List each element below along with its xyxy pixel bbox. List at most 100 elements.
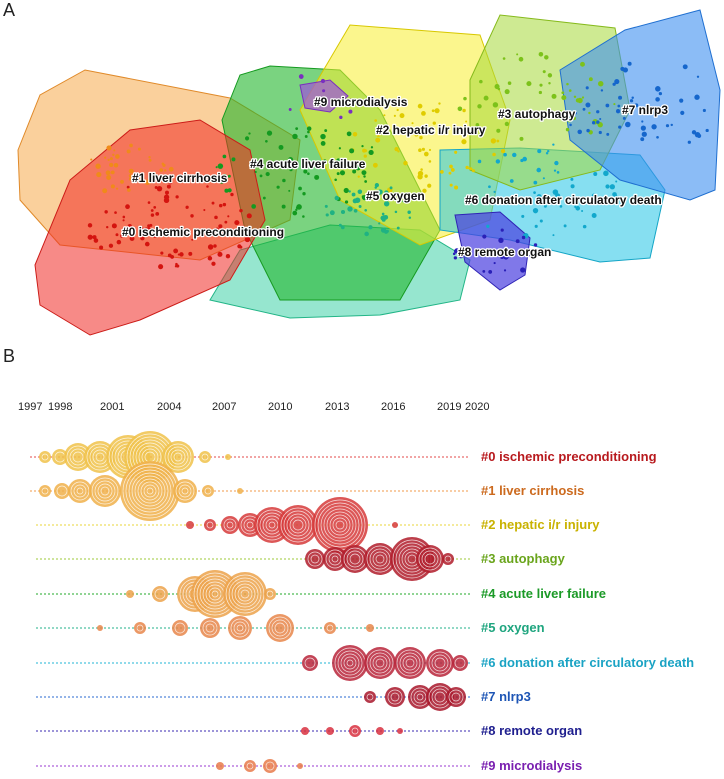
network-node	[104, 156, 107, 159]
year-label: 2019	[437, 401, 461, 413]
timeline-bubble-ring	[265, 761, 275, 771]
network-node	[588, 111, 591, 115]
network-node	[357, 189, 363, 195]
network-node	[408, 216, 412, 219]
network-node	[109, 162, 114, 168]
network-node	[191, 238, 194, 241]
network-node	[372, 162, 378, 168]
timeline-bubble	[426, 649, 454, 677]
network-node	[624, 121, 631, 128]
network-node	[482, 234, 487, 239]
timeline-bubble-ring	[320, 505, 360, 545]
network-node	[591, 121, 596, 125]
network-node	[615, 180, 618, 183]
network-node	[554, 160, 559, 166]
network-node	[519, 136, 524, 141]
network-node	[110, 184, 115, 189]
network-node	[432, 121, 436, 125]
network-node	[177, 253, 180, 256]
network-node	[515, 239, 520, 244]
timeline-label-0: #0 ischemic preconditioning	[481, 449, 657, 464]
network-node	[368, 225, 373, 230]
timeline-bubble-ring	[56, 485, 68, 497]
network-node	[577, 129, 582, 135]
network-node	[414, 132, 419, 137]
network-node	[612, 82, 616, 86]
network-node	[604, 197, 607, 200]
network-node	[166, 184, 171, 189]
network-node	[338, 223, 342, 227]
network-node	[215, 227, 219, 231]
network-node	[544, 55, 549, 60]
network-node	[465, 120, 468, 123]
timeline-bubble	[221, 516, 239, 534]
timeline-bubble	[244, 760, 256, 772]
timeline-bubble-ring	[369, 652, 391, 674]
timeline-label-5: #5 oxygen	[481, 620, 545, 635]
network-node	[352, 160, 356, 164]
network-node	[122, 219, 125, 222]
timeline-bubble	[39, 451, 51, 463]
cluster-label-7: #7 nlrp3	[622, 103, 668, 117]
network-node	[421, 111, 426, 116]
network-node	[153, 205, 157, 209]
network-node	[582, 224, 587, 229]
network-node	[585, 86, 589, 90]
network-node	[348, 98, 354, 104]
network-node	[112, 153, 115, 156]
network-node	[551, 93, 557, 99]
network-node	[495, 159, 501, 164]
network-node	[542, 177, 545, 180]
network-node	[295, 208, 298, 212]
network-node	[302, 192, 306, 196]
network-node	[617, 104, 621, 108]
network-node	[217, 163, 224, 169]
timeline-bubble	[39, 485, 51, 497]
network-node	[186, 178, 191, 183]
network-node	[217, 251, 223, 257]
timeline-bubble-ring	[424, 553, 436, 565]
network-node	[351, 192, 356, 197]
timeline-bubble-ring	[340, 653, 360, 673]
network-node	[203, 208, 206, 212]
network-node	[411, 122, 414, 125]
network-node	[364, 231, 369, 237]
network-node	[348, 109, 353, 114]
timeline-bubble-ring	[372, 551, 388, 567]
network-node	[298, 74, 304, 79]
network-node	[248, 132, 251, 135]
network-node	[348, 163, 353, 169]
network-node	[150, 209, 154, 212]
network-node	[380, 215, 386, 221]
timeline-bubble-ring	[94, 480, 116, 502]
network-node	[190, 214, 194, 218]
network-node	[556, 171, 560, 174]
network-node	[281, 204, 286, 209]
timeline-bubble-ring	[134, 475, 166, 507]
network-node	[156, 185, 163, 192]
network-node	[168, 166, 174, 172]
timeline-bubble-ring	[143, 484, 157, 498]
network-node	[380, 227, 387, 233]
network-node	[566, 82, 569, 86]
year-label: 1997	[18, 401, 42, 413]
timeline-bubble	[416, 545, 444, 573]
network-node	[566, 118, 572, 123]
network-node	[618, 125, 622, 129]
network-node	[640, 137, 645, 142]
network-node	[529, 254, 533, 258]
timeline-bubble-ring	[268, 521, 276, 529]
network-node	[462, 108, 466, 113]
network-node	[144, 179, 151, 185]
network-node	[340, 225, 345, 230]
network-node	[520, 267, 526, 273]
timeline-bubble-ring	[178, 484, 192, 498]
network-node	[362, 148, 367, 153]
cluster-label-1: #1 liver cirrhosis	[132, 171, 228, 185]
network-node	[526, 81, 532, 87]
network-node	[173, 248, 179, 254]
timeline-bubble-ring	[41, 487, 49, 495]
network-node	[696, 133, 702, 138]
network-node	[396, 108, 399, 112]
network-node	[224, 188, 229, 193]
